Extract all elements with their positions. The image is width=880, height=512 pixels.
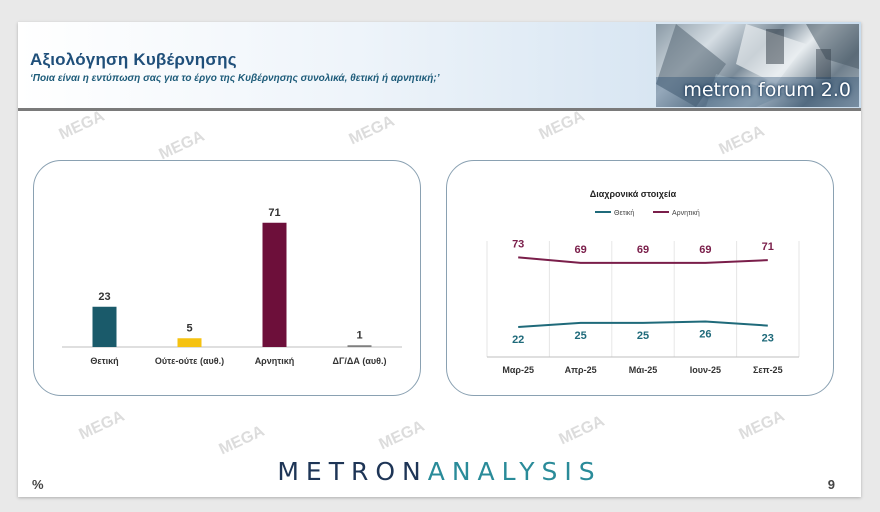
category-label: Ούτε-ούτε (αυθ.)	[155, 356, 224, 366]
logo-strip	[656, 77, 859, 107]
line-chart-title: Διαχρονικά στοιχεία	[590, 189, 677, 199]
category-label: Απρ-25	[565, 365, 597, 375]
bar-value-label: 5	[186, 322, 192, 334]
watermark-text: MEGA	[76, 407, 128, 444]
watermark-text: MEGA	[156, 127, 208, 164]
bar-value-label: 23	[98, 291, 110, 303]
logo-graphic	[656, 24, 859, 107]
brand-part2: ANALYSIS	[427, 457, 602, 486]
data-label: 25	[574, 330, 586, 342]
category-label: Ιουν-25	[690, 365, 721, 375]
logo-text: metron forum 2.0	[683, 79, 851, 101]
bar	[92, 306, 117, 347]
series-line	[518, 320, 768, 328]
watermark-text: MEGA	[56, 107, 108, 144]
legend-entry: Θετική	[614, 210, 634, 217]
line-chart-panel: Διαχρονικά στοιχεία Θετική Αρνητική 22 25 25 2…	[446, 160, 834, 396]
data-label: 69	[574, 244, 586, 256]
category-label: ΔΓ/ΔΑ (αυθ.)	[333, 356, 387, 366]
percent-sign: %	[32, 477, 44, 492]
header: Αξιολόγηση Κυβέρνησης ‘Ποια είναι η εντύ…	[18, 22, 861, 111]
series-line	[518, 256, 768, 264]
data-label: 69	[637, 244, 649, 256]
data-label: 23	[762, 333, 774, 345]
page-subtitle: ‘Ποια είναι η εντύπωση σας για το έργο τ…	[30, 73, 440, 84]
data-label: 22	[512, 334, 524, 346]
watermark-text: MEGA	[216, 422, 268, 459]
data-label: 73	[512, 238, 524, 250]
data-label: 69	[699, 244, 711, 256]
data-label: 71	[762, 241, 774, 253]
data-label: 25	[637, 330, 649, 342]
bar-value-label: 1	[356, 329, 362, 341]
bar	[347, 345, 372, 347]
watermark-text: MEGA	[536, 107, 588, 144]
metron-forum-logo: metron forum 2.0	[656, 24, 859, 107]
bar	[262, 222, 287, 347]
bar	[177, 338, 202, 347]
category-label: Μαρ-25	[502, 365, 534, 375]
bar-value-label: 71	[268, 207, 280, 219]
data-label: 26	[699, 329, 711, 341]
legend-entry: Αρνητική	[672, 210, 700, 217]
category-label: Αρνητική	[255, 356, 295, 366]
bar-chart: 23 Θετική 5 Ούτε-ούτε (αυθ.) 71 Αρνητική 1 ΔΓ/Δ…	[62, 207, 402, 366]
slide: Αξιολόγηση Κυβέρνησης ‘Ποια είναι η εντύ…	[18, 22, 861, 497]
category-label: Μάι-25	[629, 365, 658, 375]
category-label: Θετική	[90, 356, 118, 366]
watermark-text: MEGA	[736, 407, 788, 444]
brand-part1: METRON	[277, 457, 428, 486]
bar-chart-panel: 23 Θετική 5 Ούτε-ούτε (αυθ.) 71 Αρνητική 1 ΔΓ/Δ…	[33, 160, 421, 396]
watermark-text: MEGA	[376, 417, 428, 454]
watermark-text: MEGA	[556, 412, 608, 449]
watermark-text: MEGA	[346, 112, 398, 149]
page-title: Αξιολόγηση Κυβέρνησης	[30, 50, 237, 69]
category-label: Σεπ-25	[753, 365, 783, 375]
metron-analysis-logo: METRONANALYSIS	[18, 457, 861, 486]
line-chart: Διαχρονικά στοιχεία Θετική Αρνητική 22 25 25 2…	[486, 189, 800, 375]
watermark-text: MEGA	[716, 122, 768, 159]
page-number: 9	[827, 477, 835, 492]
